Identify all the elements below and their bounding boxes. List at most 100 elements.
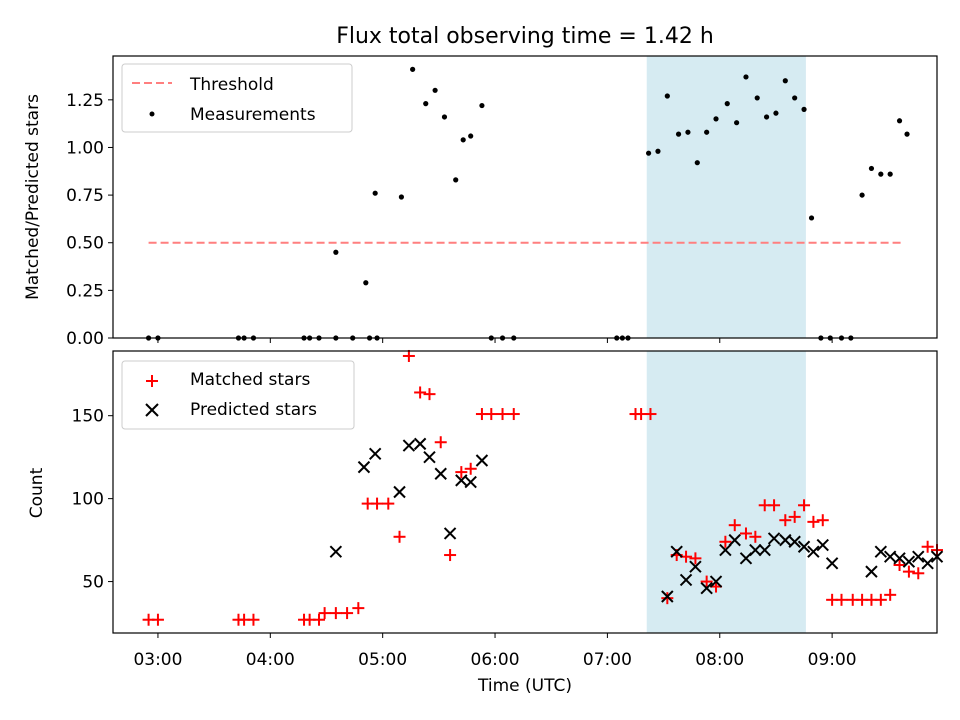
bottom-ytick-label: 50	[82, 573, 104, 593]
measurement-point	[808, 215, 815, 221]
measurement-point	[704, 129, 710, 135]
matched-star-marker	[485, 408, 498, 421]
measurement-point	[423, 101, 429, 107]
measurement-point	[664, 93, 670, 99]
predicted-star-marker	[402, 439, 416, 452]
bottom-ytick-label: 150	[72, 407, 104, 427]
measurement-point	[896, 118, 903, 124]
matched-star-marker	[719, 535, 732, 548]
predicted-star-marker	[797, 540, 811, 553]
matched-star-marker	[798, 499, 811, 512]
measurement-point	[675, 131, 682, 137]
measurement-point	[878, 171, 884, 177]
measurement-point	[859, 192, 865, 198]
measurement-point	[904, 131, 910, 137]
predicted-star-marker	[393, 485, 406, 499]
measurement-point	[887, 171, 893, 177]
predicted-star-marker	[357, 460, 371, 474]
x-tick-label: 07:00	[583, 650, 632, 670]
measurement-point	[460, 137, 466, 143]
measurement-point	[734, 120, 740, 126]
measurement-point	[479, 102, 485, 109]
legend-matched-swatch	[146, 375, 158, 387]
measurement-point	[453, 177, 459, 183]
chart-title: Flux total observing time = 1.42 h	[336, 24, 714, 49]
matched-star-marker	[414, 386, 427, 399]
predicted-star-marker	[434, 467, 447, 480]
measurement-point	[333, 249, 339, 255]
measurement-point	[763, 114, 770, 120]
measurement-point	[868, 165, 875, 172]
measurement-point	[743, 74, 749, 80]
measurement-point	[410, 66, 416, 72]
measurement-point	[773, 110, 779, 116]
predicted-star-marker	[912, 550, 925, 563]
matched-star-marker	[313, 613, 325, 626]
top-ytick-label: 0.00	[66, 329, 104, 349]
predicted-star-marker	[413, 437, 427, 451]
predicted-star-marker	[368, 447, 382, 461]
matched-star-marker	[874, 593, 887, 606]
top-panel: 0.00 0.25 0.50 0.75 1.00 1.25 Matched/Predict…	[23, 55, 938, 349]
measurement-point	[792, 95, 798, 101]
legend-predicted-label: Predicted stars	[190, 400, 317, 420]
matched-star-marker	[902, 565, 915, 578]
top-ytick-label: 0.25	[66, 281, 104, 301]
matched-star-marker	[464, 462, 477, 475]
predicted-star-marker	[661, 590, 674, 603]
predicted-star-marker	[921, 557, 934, 570]
matched-star-marker	[749, 530, 762, 543]
matched-star-marker	[371, 497, 384, 510]
matched-star-marker	[661, 592, 674, 605]
predicted-star-marker	[464, 475, 477, 489]
predicted-star-marker	[475, 454, 489, 467]
predicted-star-marker	[728, 533, 741, 547]
predicted-star-marker	[893, 552, 906, 565]
measurement-point	[754, 95, 760, 101]
matched-star-marker	[455, 466, 468, 479]
matched-star-marker	[341, 607, 354, 620]
predicted-star-marker	[700, 582, 713, 595]
x-axis-label: Time (UTC)	[477, 676, 572, 696]
predicted-star-marker	[689, 560, 702, 573]
bottom-points	[142, 349, 944, 626]
measurement-point	[713, 116, 719, 122]
matched-star-marker	[816, 514, 829, 527]
matched-star-marker	[496, 408, 509, 421]
matched-star-marker	[444, 549, 457, 562]
predicted-star-marker	[825, 557, 839, 570]
bottom-axes-frame	[112, 350, 938, 634]
measurement-point	[655, 148, 661, 154]
x-tick-label: 09:00	[808, 650, 857, 670]
bottom-highlight-span	[646, 351, 806, 633]
bottom-ytick-label: 100	[72, 490, 104, 510]
top-ytick-label: 0.75	[66, 186, 104, 206]
matched-star-marker	[151, 613, 164, 626]
legend-predicted-swatch	[145, 403, 159, 417]
matched-star-marker	[393, 530, 406, 543]
bottom-legend-box	[121, 360, 355, 430]
predicted-star-marker	[455, 474, 468, 487]
matched-star-marker	[728, 519, 741, 532]
x-tick-label: 08:00	[695, 650, 744, 670]
matched-star-marker	[247, 613, 260, 626]
matched-star-marker	[434, 436, 447, 449]
measurement-point	[468, 133, 474, 139]
matched-star-marker	[739, 527, 752, 540]
predicted-star-marker	[719, 543, 732, 557]
top-y-ticks: 0.00 0.25 0.50 0.75 1.00 1.25	[66, 91, 113, 349]
measurement-point	[694, 160, 700, 166]
matched-star-marker	[329, 607, 342, 620]
top-x-ticks	[157, 338, 833, 343]
matched-star-marker	[352, 602, 365, 615]
matched-star-marker	[807, 515, 820, 528]
predicted-star-marker	[807, 545, 820, 558]
measurement-point	[441, 114, 448, 120]
bottom-y-ticks: 50 100 150	[72, 407, 113, 593]
predicted-star-marker	[816, 538, 829, 552]
matched-star-marker	[835, 593, 848, 606]
measurement-point	[398, 194, 404, 200]
measurement-point	[646, 150, 652, 156]
